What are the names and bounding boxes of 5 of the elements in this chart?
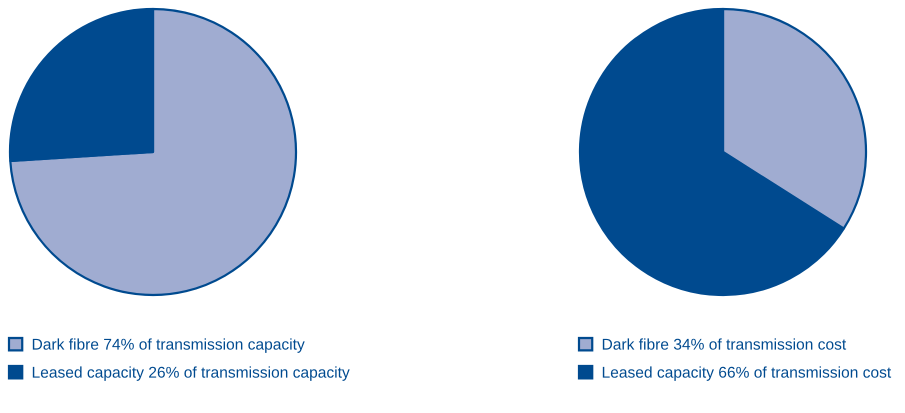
legend-label: Dark fibre 34% of transmission cost	[602, 338, 846, 350]
pie-slice	[9, 8, 298, 296]
legend-label: Leased capacity 26% of transmission capacity	[32, 366, 350, 381]
legend-label: Leased capacity 66% of transmission cost	[602, 366, 892, 381]
legend-label: Dark fibre 74% of transmission capacity	[32, 338, 305, 353]
